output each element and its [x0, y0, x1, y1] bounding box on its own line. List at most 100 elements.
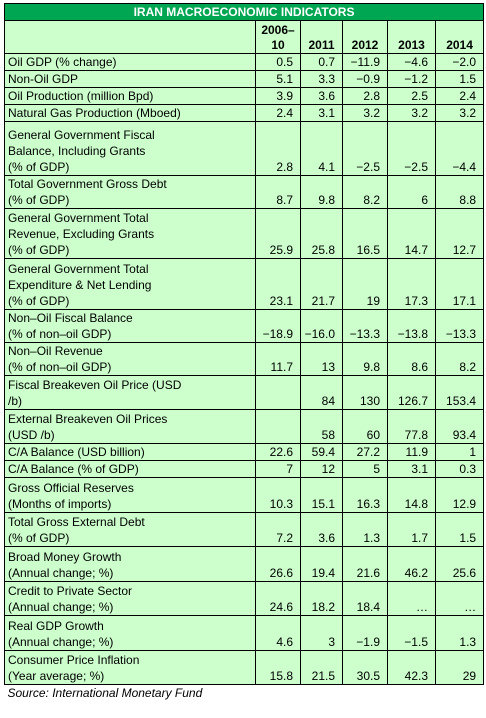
value-cell: −2.5 — [342, 121, 388, 176]
value-cell: 19 — [342, 258, 388, 310]
value-cell: 59.4 — [300, 443, 343, 461]
value-cell: −0.9 — [342, 70, 388, 88]
value-cell: −11.9 — [342, 53, 388, 71]
value-cell: 3 — [300, 615, 343, 651]
value-cell: 21.6 — [342, 546, 388, 582]
value-cell: 26.6 — [255, 546, 301, 582]
value-cell: 3.1 — [387, 460, 436, 478]
row-label: General Government Total Revenue, Excludi… — [4, 208, 256, 259]
header-cell — [4, 20, 256, 54]
value-cell: 14.7 — [387, 208, 436, 259]
value-cell: 8.2 — [342, 175, 388, 209]
header-cell: 2006– 10 — [255, 20, 301, 54]
label-text: C/A Balance (% of GDP) — [8, 462, 139, 476]
value-cell: −2.5 — [387, 121, 436, 176]
value-cell: 2.5 — [387, 87, 436, 105]
value-cell: 24.6 — [255, 581, 301, 616]
value-cell: 130 — [342, 375, 388, 410]
value-cell: −1.5 — [387, 615, 436, 651]
label-text: (Months of imports) — [8, 497, 112, 511]
data-row: Non–Oil Fiscal Balance (% of non–oil GDP)… — [4, 309, 485, 343]
row-label: Natural Gas Production (Mboed) — [4, 104, 256, 122]
value-cell: 16.5 — [342, 208, 388, 259]
label-text: (% of non–oil GDP) — [8, 360, 112, 374]
row-label: Non–Oil Revenue (% of non–oil GDP) — [4, 342, 256, 376]
value-cell: 6 — [387, 175, 436, 209]
row-label: Real GDP Growth (Annual change; %) — [4, 615, 256, 651]
value-cell: 9.8 — [300, 175, 343, 209]
value-cell: 153.4 — [434, 375, 485, 410]
value-cell: 5.1 — [255, 70, 301, 88]
label-text: Oil GDP (% change) — [8, 55, 117, 69]
value-cell: 10.3 — [255, 477, 301, 513]
data-row: C/A Balance (% of GDP) 7 12 5 3.1 0.3 — [4, 460, 485, 478]
label-text: Balance, Including Grants — [8, 144, 146, 158]
label-text: (USD /b) — [8, 428, 55, 442]
value-cell: −4.6 — [387, 53, 436, 71]
value-cell: 42.3 — [387, 650, 436, 685]
label-text: Total Gross External Debt — [8, 515, 145, 529]
data-row: Gross Official Reserves (Months of import… — [4, 477, 485, 513]
value-cell: 3.6 — [300, 512, 343, 547]
label-text: Real GDP Growth — [8, 619, 104, 633]
value-cell: −13.3 — [342, 309, 388, 343]
label-text: Natural Gas Production (Mboed) — [8, 106, 181, 120]
header-text: 2006– — [261, 23, 295, 37]
value-cell: 1.5 — [434, 512, 485, 547]
value-cell: 13 — [300, 342, 343, 376]
value-cell: 17.3 — [387, 258, 436, 310]
data-row: General Government Total Revenue, Excludi… — [4, 208, 485, 259]
value-cell: 23.1 — [255, 258, 301, 310]
value-cell: 93.4 — [434, 409, 485, 444]
source-row: Source: International Monetary Fund — [4, 684, 484, 701]
label-text: /b) — [8, 394, 23, 408]
header-text: 2013 — [398, 38, 425, 52]
row-label: Non–Oil Fiscal Balance (% of non–oil GDP) — [4, 309, 256, 343]
value-cell: 3.9 — [255, 87, 301, 105]
value-cell: 18.4 — [342, 581, 388, 616]
value-cell — [255, 409, 301, 444]
header-cell: 2014 — [434, 20, 485, 54]
value-cell: 8.2 — [434, 342, 485, 376]
label-text: Revenue, Excluding Grants — [8, 227, 155, 241]
data-row: Total Gross External Debt (% of GDP) 7.2 3.… — [4, 512, 485, 547]
label-text: General Government Total — [8, 262, 149, 276]
data-row: C/A Balance (USD billion) 22.6 59.4 27.2 11.… — [4, 443, 485, 461]
row-label: Broad Money Growth (Annual change; %) — [4, 546, 256, 582]
value-cell: 4.6 — [255, 615, 301, 651]
value-cell: 5 — [342, 460, 388, 478]
data-row: Credit to Private Sector (Annual change; … — [4, 581, 485, 616]
value-cell: 3.2 — [434, 104, 485, 122]
label-text: (% of GDP) — [8, 243, 70, 257]
label-text: (% of GDP) — [8, 531, 70, 545]
value-cell: 7.2 — [255, 512, 301, 547]
header-text: 10 — [271, 38, 285, 52]
value-cell: 12 — [300, 460, 343, 478]
label-text: (% of GDP) — [8, 294, 70, 308]
value-cell: 77.8 — [387, 409, 436, 444]
value-cell: 3.6 — [300, 87, 343, 105]
label-text: Credit to Private Sector — [8, 584, 133, 598]
value-cell: … — [434, 581, 485, 616]
label-text: Expenditure & Net Lending — [8, 278, 152, 292]
data-row: Fiscal Breakeven Oil Price (USD/b) 84 130 1… — [4, 375, 485, 410]
value-cell: 12.9 — [434, 477, 485, 513]
value-cell: 2.8 — [342, 87, 388, 105]
header-cell: 2012 — [342, 20, 388, 54]
value-cell: 3.1 — [300, 104, 343, 122]
value-cell: … — [387, 581, 436, 616]
value-cell: 21.5 — [300, 650, 343, 685]
value-cell: −2.0 — [434, 53, 485, 71]
value-cell: 22.6 — [255, 443, 301, 461]
label-text: Gross Official Reserves — [8, 481, 134, 495]
value-cell: 46.2 — [387, 546, 436, 582]
value-cell: 21.7 — [300, 258, 343, 310]
data-row: Oil GDP (% change) 0.5 0.7 −11.9 −4.6 −2.0 — [4, 53, 485, 71]
value-cell: 12.7 — [434, 208, 485, 259]
value-cell: 15.8 — [255, 650, 301, 685]
data-row: Natural Gas Production (Mboed) 2.4 3.1 3.2 3… — [4, 104, 485, 122]
label-text: Broad Money Growth — [8, 550, 122, 564]
label-text: Non–Oil Revenue — [8, 344, 103, 358]
label-text: General Government Fiscal — [8, 128, 155, 142]
